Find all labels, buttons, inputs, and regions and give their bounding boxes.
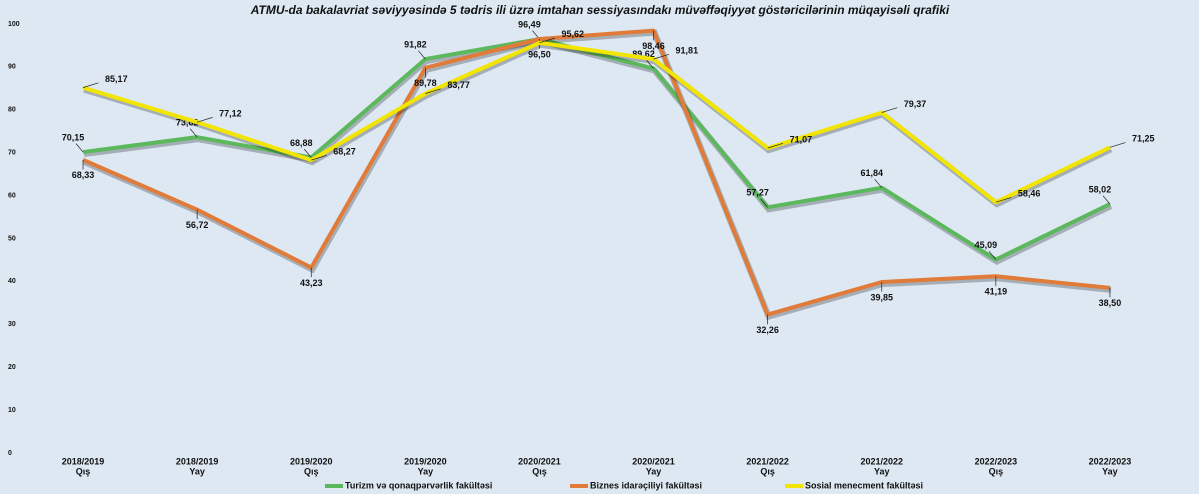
- x-tick-label: 2021/2022: [746, 456, 789, 466]
- x-tick-label: Qış: [532, 466, 547, 476]
- y-tick-label: 60: [8, 192, 16, 199]
- data-label: 71,25: [1132, 134, 1155, 144]
- y-tick-label: 40: [8, 278, 16, 285]
- x-tick-label: 2018/2019: [176, 456, 219, 466]
- leader: [760, 198, 768, 208]
- data-label: 89,78: [414, 78, 437, 88]
- data-label: 38,50: [1099, 298, 1122, 308]
- data-label: 45,09: [975, 240, 998, 250]
- leader: [874, 179, 883, 188]
- leader: [75, 143, 84, 153]
- y-tick-label: 100: [8, 21, 20, 28]
- y-tick-label: 10: [8, 407, 16, 414]
- x-tick-label: 2022/2023: [975, 456, 1018, 466]
- data-label: 89,62: [632, 49, 655, 59]
- data-label: 58,02: [1089, 184, 1112, 194]
- x-tick-label: 2019/2020: [404, 456, 447, 466]
- leader: [995, 197, 1012, 203]
- data-label: 61,84: [860, 168, 883, 178]
- data-label: 83,77: [447, 80, 470, 90]
- data-label: 68,27: [333, 146, 356, 156]
- data-label: 68,88: [290, 138, 313, 148]
- y-tick-label: 0: [8, 450, 12, 457]
- y-tick-label: 50: [8, 235, 16, 242]
- data-label: 32,26: [756, 325, 779, 335]
- y-tick-label: 90: [8, 64, 16, 71]
- x-tick-label: 2019/2020: [290, 456, 333, 466]
- leader: [1102, 195, 1111, 205]
- leader: [881, 107, 898, 113]
- leader: [197, 117, 213, 123]
- x-tick-label: Qış: [989, 466, 1004, 476]
- x-tick-label: 2018/2019: [62, 456, 105, 466]
- x-tick-label: Yay: [1102, 466, 1118, 476]
- leader: [418, 50, 426, 60]
- series-line: [82, 28, 1111, 317]
- data-label: 56,72: [186, 220, 209, 230]
- leader: [303, 148, 312, 158]
- x-tick-label: 2020/2021: [518, 456, 561, 466]
- data-label: 79,37: [904, 99, 927, 109]
- leader: [988, 250, 997, 260]
- legend-label: Sosial menecment fakültəsi: [805, 480, 923, 490]
- data-label: 96,50: [528, 49, 551, 59]
- data-label: 39,85: [870, 292, 893, 302]
- leader: [1109, 142, 1126, 148]
- data-label: 68,33: [72, 170, 95, 180]
- x-tick-label: 2020/2021: [632, 456, 675, 466]
- line-shadow: [83, 41, 1113, 208]
- chart-title: ATMU-da bakalavriat səviyyəsində 5 tədri…: [250, 3, 950, 17]
- y-tick-label: 70: [8, 150, 16, 157]
- y-tick-label: 30: [8, 321, 16, 328]
- data-label: 41,19: [985, 287, 1008, 297]
- data-label: 98,46: [642, 41, 665, 51]
- y-tick-label: 80: [8, 107, 16, 114]
- data-label: 70,15: [62, 132, 85, 142]
- series-line: [82, 37, 1111, 262]
- series-line: [82, 40, 1111, 205]
- leader: [767, 142, 784, 149]
- x-tick-label: Yay: [874, 466, 890, 476]
- data-label: 91,81: [676, 46, 699, 56]
- legend-label: Biznes idarəçiliyi fakültəsi: [590, 480, 702, 490]
- data-label: 57,27: [746, 188, 769, 198]
- data-label: 85,17: [105, 74, 128, 84]
- data-label: 73,62: [176, 118, 199, 128]
- legend-label: Turizm və qonaqpərvərlik fakültəsi: [345, 480, 492, 490]
- data-label: 96,49: [518, 19, 541, 29]
- data-label: 91,82: [404, 39, 427, 49]
- x-tick-label: Qış: [304, 466, 319, 476]
- data-label: 43,23: [300, 278, 323, 288]
- x-tick-label: 2021/2022: [860, 456, 903, 466]
- x-tick-label: Qış: [760, 466, 775, 476]
- leader: [646, 59, 654, 69]
- x-tick-label: Yay: [418, 466, 434, 476]
- leader: [189, 128, 198, 138]
- y-tick-label: 20: [8, 364, 16, 371]
- leader: [539, 37, 555, 44]
- data-label: 95,62: [561, 29, 584, 39]
- leader: [425, 88, 441, 94]
- leader: [653, 54, 670, 60]
- x-tick-label: Yay: [646, 466, 662, 476]
- leader: [311, 154, 327, 161]
- data-label: 71,07: [790, 134, 813, 144]
- x-tick-label: 2022/2023: [1089, 456, 1132, 466]
- data-label: 77,12: [219, 109, 242, 119]
- x-tick-label: Qış: [76, 466, 91, 476]
- data-label: 58,46: [1018, 189, 1041, 199]
- x-tick-label: Yay: [189, 466, 205, 476]
- leader: [82, 82, 99, 88]
